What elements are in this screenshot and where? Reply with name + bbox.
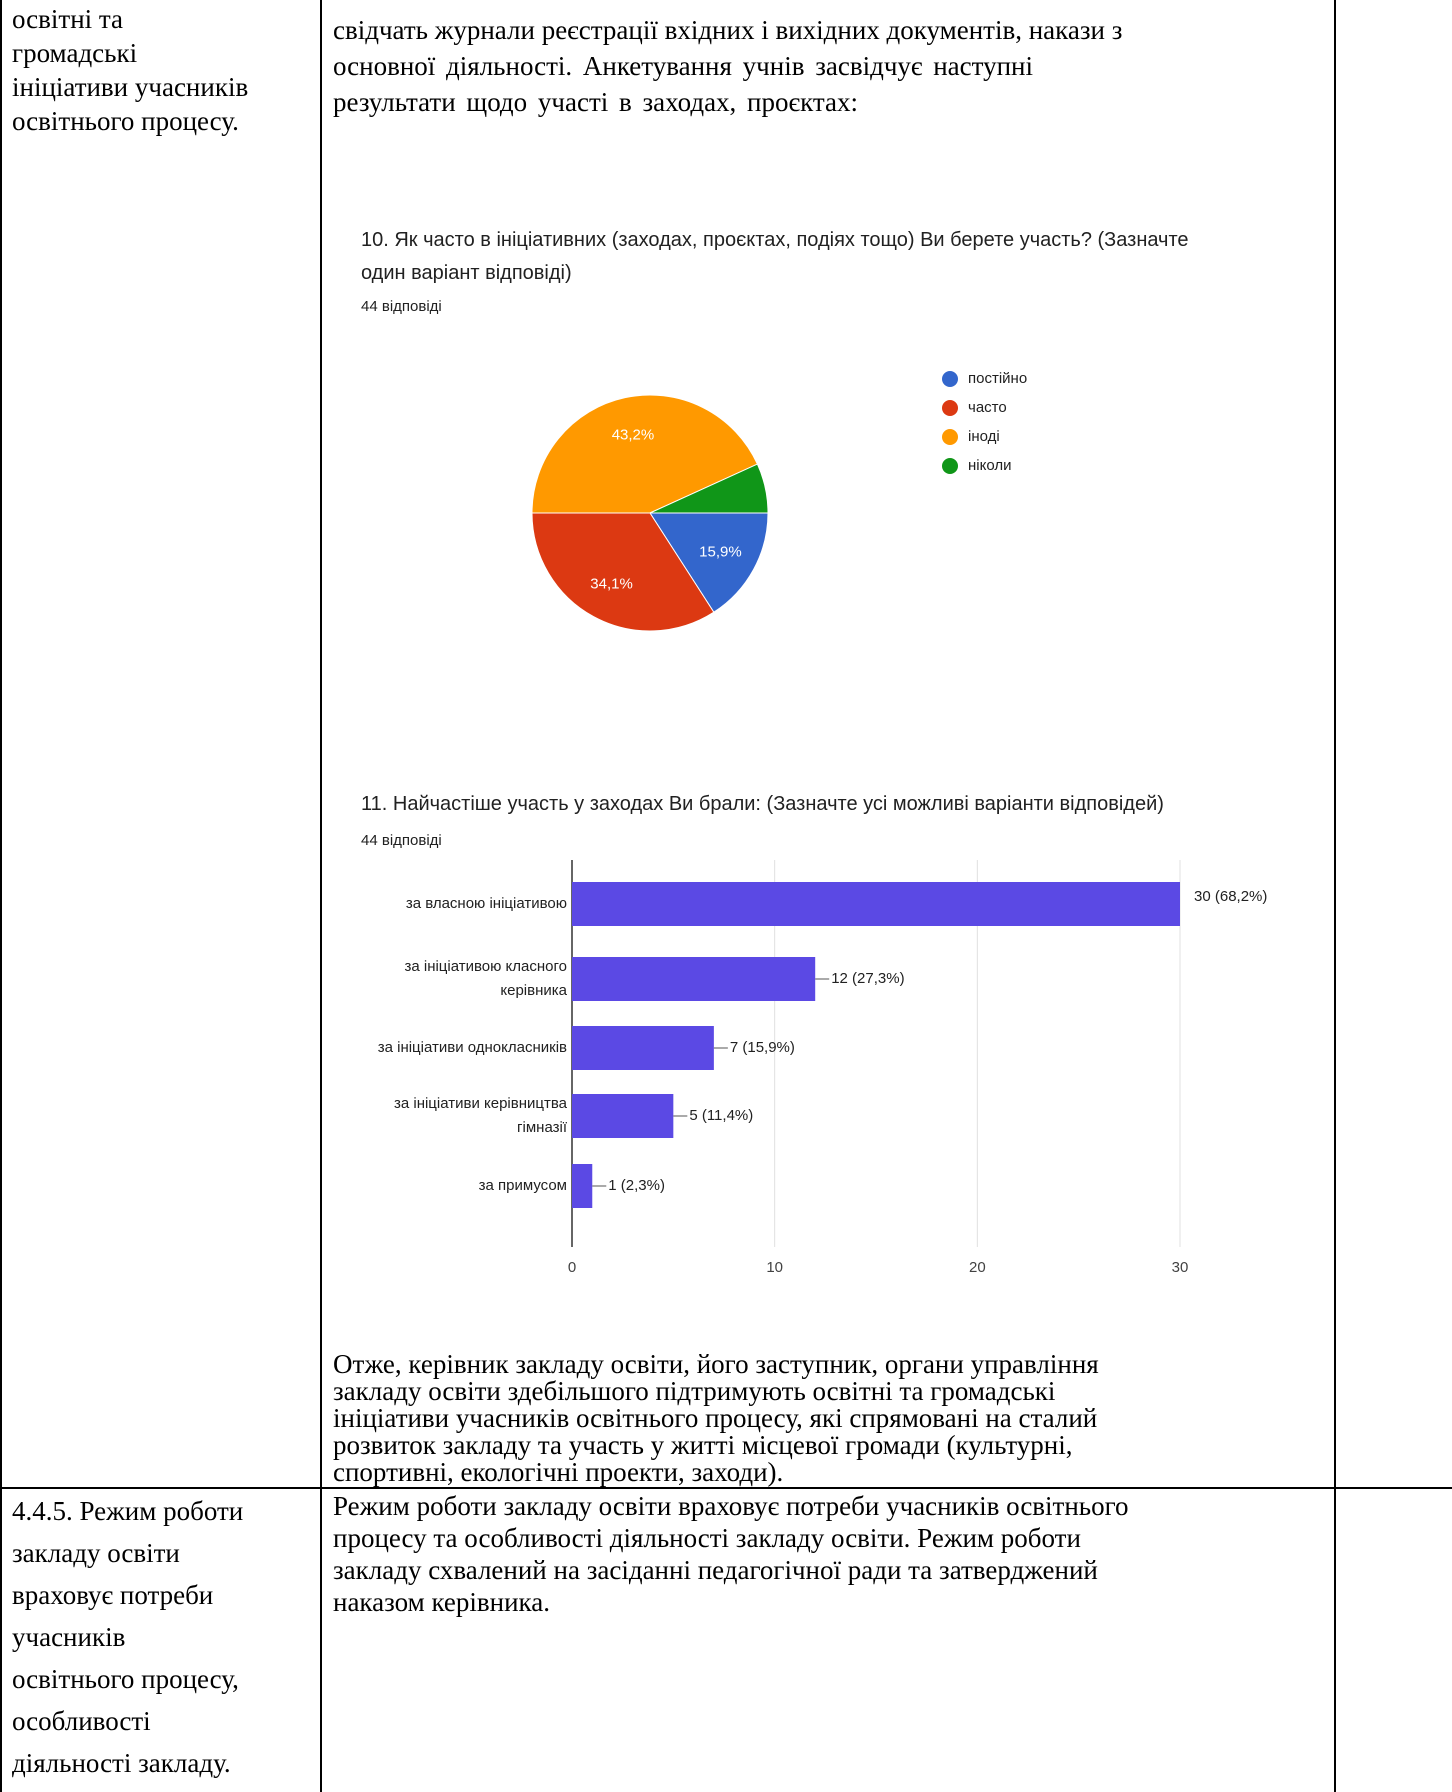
row1-conclusion-line: Отже, керівник закладу освіти, його заст… <box>333 1349 1099 1379</box>
pie-slice-label: 15,9% <box>699 543 742 560</box>
table-row-divider <box>0 1487 1452 1489</box>
row2-criterion-line: 4.4.5. Режим роботи <box>12 1496 244 1526</box>
question10-response-count: 44 відповіді <box>361 298 442 315</box>
table-border-left <box>0 0 2 1792</box>
legend-item: іноді <box>942 422 1027 451</box>
row1-criterion-line: громадські <box>12 38 138 68</box>
legend-label: ніколи <box>968 457 1012 474</box>
legend-swatch <box>942 428 958 445</box>
pie-slice-1 <box>531 512 715 632</box>
legend-swatch <box>942 399 958 416</box>
legend-swatch <box>942 457 958 474</box>
row2-criterion-line: освітнього процесу, <box>12 1664 239 1694</box>
row2-criterion-cell: 4.4.5. Режим роботи закладу освіти врахо… <box>12 1490 312 1784</box>
row1-criterion-line: ініціативи учасників <box>12 72 249 102</box>
row1-conclusion-line: розвиток закладу та участь у житті місце… <box>333 1430 1073 1460</box>
pie-chart: 15,9% 34,1% 43,2% <box>531 394 769 632</box>
row1-conclusion-line: закладу освіти здебільшого підтримують о… <box>333 1376 1056 1406</box>
legend-item: ніколи <box>942 451 1027 480</box>
row1-intro-line: результати щодо участі в заходах, проєкт… <box>333 87 858 117</box>
legend-label: постійно <box>968 370 1028 387</box>
row2-criterion-line: особливості <box>12 1706 151 1736</box>
row1-intro-line: свідчать журнали реєстрації вхідних і ви… <box>333 15 1123 45</box>
row2-description-line: процесу та особливості діяльності заклад… <box>333 1523 1081 1553</box>
row1-conclusion-text: Отже, керівник закладу освіти, його заст… <box>333 1351 1333 1486</box>
question10-title-line: 10. Як часто в ініціативних (заходах, пр… <box>361 229 1189 251</box>
row1-conclusion-line: спортивні, екологічні проекти, заходи). <box>333 1457 784 1487</box>
legend-label: іноді <box>968 428 1000 445</box>
row2-description-line: закладу схвалений на засіданні педагогіч… <box>333 1555 1098 1585</box>
row2-description-line: Режим роботи закладу освіти враховує пот… <box>333 1491 1129 1521</box>
row1-intro-line: основної діяльності. Анкетування учнів з… <box>333 51 1033 81</box>
question10-title: 10. Як часто в ініціативних (заходах, пр… <box>361 224 1281 290</box>
row2-description-text: Режим роботи закладу освіти враховує пот… <box>333 1490 1333 1618</box>
table-border-col1 <box>320 0 322 1792</box>
row2-criterion-line: враховує потреби <box>12 1580 214 1610</box>
row2-description-line: наказом керівника. <box>333 1587 550 1617</box>
row1-intro-text: свідчать журнали реєстрації вхідних і ви… <box>333 12 1333 120</box>
row2-criterion-line: діяльності закладу. <box>12 1748 231 1778</box>
legend-label: часто <box>968 399 1007 416</box>
pie-legend: постійно часто іноді ніколи <box>942 364 1027 480</box>
legend-item: часто <box>942 393 1027 422</box>
row1-conclusion-line: ініціативи учасників освітнього процесу,… <box>333 1403 1098 1433</box>
row1-criterion-line: освітні та <box>12 4 124 34</box>
pie-slice-3 <box>649 463 769 514</box>
row1-criterion-line: освітнього процесу. <box>12 106 239 136</box>
question11-response-count: 44 відповіді <box>361 832 442 849</box>
question11-title: 11. Найчастіше участь у заходах Ви брали… <box>361 793 1164 815</box>
legend-swatch <box>942 370 958 387</box>
pie-slice-2 <box>531 394 759 514</box>
pie-slice-label: 34,1% <box>590 575 633 592</box>
row2-criterion-line: закладу освіти <box>12 1538 180 1568</box>
table-border-col2 <box>1334 0 1336 1792</box>
pie-slice-0 <box>649 512 769 613</box>
legend-item: постійно <box>942 364 1027 393</box>
row1-criterion-cell: освітні та громадські ініціативи учасник… <box>12 2 312 138</box>
question10-title-line: один варіант відповіді) <box>361 262 572 284</box>
pie-slice-label: 43,2% <box>612 427 655 444</box>
row2-criterion-line: учасників <box>12 1622 126 1652</box>
